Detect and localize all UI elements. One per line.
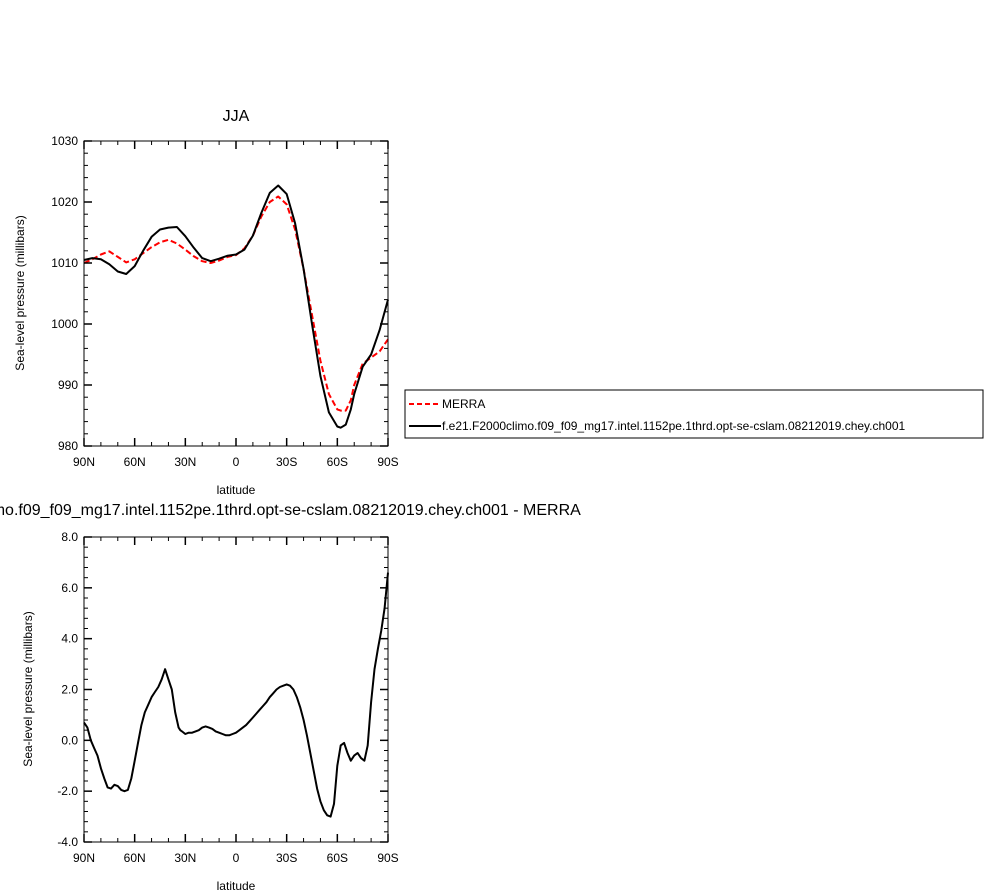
chart-bottom-ticks: 90N 60N 30N 0 30S 60S 90S -4.0 -2.0 0.0 2.0 4.0 6.0 8… xyxy=(57,530,398,865)
x-tick-label: 0 xyxy=(233,851,240,865)
y-tick-label: 1020 xyxy=(51,195,78,209)
x-tick-label: 90N xyxy=(73,455,95,469)
y-tick-label: 1000 xyxy=(51,317,78,331)
x-tick-label: 30S xyxy=(276,455,297,469)
y-tick-label: 1010 xyxy=(51,256,78,270)
x-tick-label: 30N xyxy=(174,851,196,865)
chart-bottom-ylabel: Sea-level pressure (millibars) xyxy=(21,611,35,766)
y-tick-label: 8.0 xyxy=(61,530,78,544)
chart-bottom: f.e21.F2000climo.f09_f09_mg17.intel.1152… xyxy=(0,502,581,893)
chart-top: JJA 90N 60N 30N 0 30S 60S 90S 980 990 1000 1010 102… xyxy=(13,108,399,497)
legend-box xyxy=(404,389,984,439)
x-tick-label: 30S xyxy=(276,851,297,865)
chart-top-xlabel: latitude xyxy=(217,483,256,497)
x-tick-label: 90S xyxy=(377,455,398,469)
chart-bottom-lines xyxy=(83,572,389,818)
chart-top-series-0-line xyxy=(83,195,389,412)
y-tick-label: -2.0 xyxy=(57,784,78,798)
legend-label-model: f.e21.F2000climo.f09_f09_mg17.intel.1152… xyxy=(442,419,906,433)
chart-top-ticks: 90N 60N 30N 0 30S 60S 90S 980 990 1000 1010 1020 103… xyxy=(51,134,398,469)
chart-bottom-series-0-line xyxy=(83,572,389,818)
y-tick-label: 6.0 xyxy=(61,581,78,595)
y-tick-label: 0.0 xyxy=(61,733,78,747)
y-tick-label: -4.0 xyxy=(57,835,78,849)
x-tick-label: 30N xyxy=(174,455,196,469)
chart-top-title: JJA xyxy=(223,108,250,125)
x-tick-label: 90N xyxy=(73,851,95,865)
x-tick-label: 60N xyxy=(124,851,146,865)
y-tick-label: 1030 xyxy=(51,134,78,148)
chart-bottom-title: f.e21.F2000climo.f09_f09_mg17.intel.1152… xyxy=(0,502,581,519)
x-tick-label: 60S xyxy=(327,851,348,865)
x-tick-label: 60N xyxy=(124,455,146,469)
y-tick-label: 4.0 xyxy=(61,632,78,646)
x-tick-label: 60S xyxy=(327,455,348,469)
y-tick-label: 2.0 xyxy=(61,683,78,697)
y-tick-label: 980 xyxy=(58,439,78,453)
chart-top-frame xyxy=(83,140,389,447)
chart-bottom-frame xyxy=(83,536,389,843)
chart-top-lines xyxy=(83,184,389,429)
chart-top-series-1-line xyxy=(83,184,389,429)
chart-bottom-xlabel: latitude xyxy=(217,879,256,893)
x-tick-label: 0 xyxy=(233,455,240,469)
legend: MERRA f.e21.F2000climo.f09_f09_mg17.inte… xyxy=(404,389,984,439)
x-tick-label: 90S xyxy=(377,851,398,865)
chart-top-ylabel: Sea-level pressure (millibars) xyxy=(13,215,27,370)
legend-label-merra: MERRA xyxy=(442,397,485,411)
y-tick-label: 990 xyxy=(58,378,78,392)
